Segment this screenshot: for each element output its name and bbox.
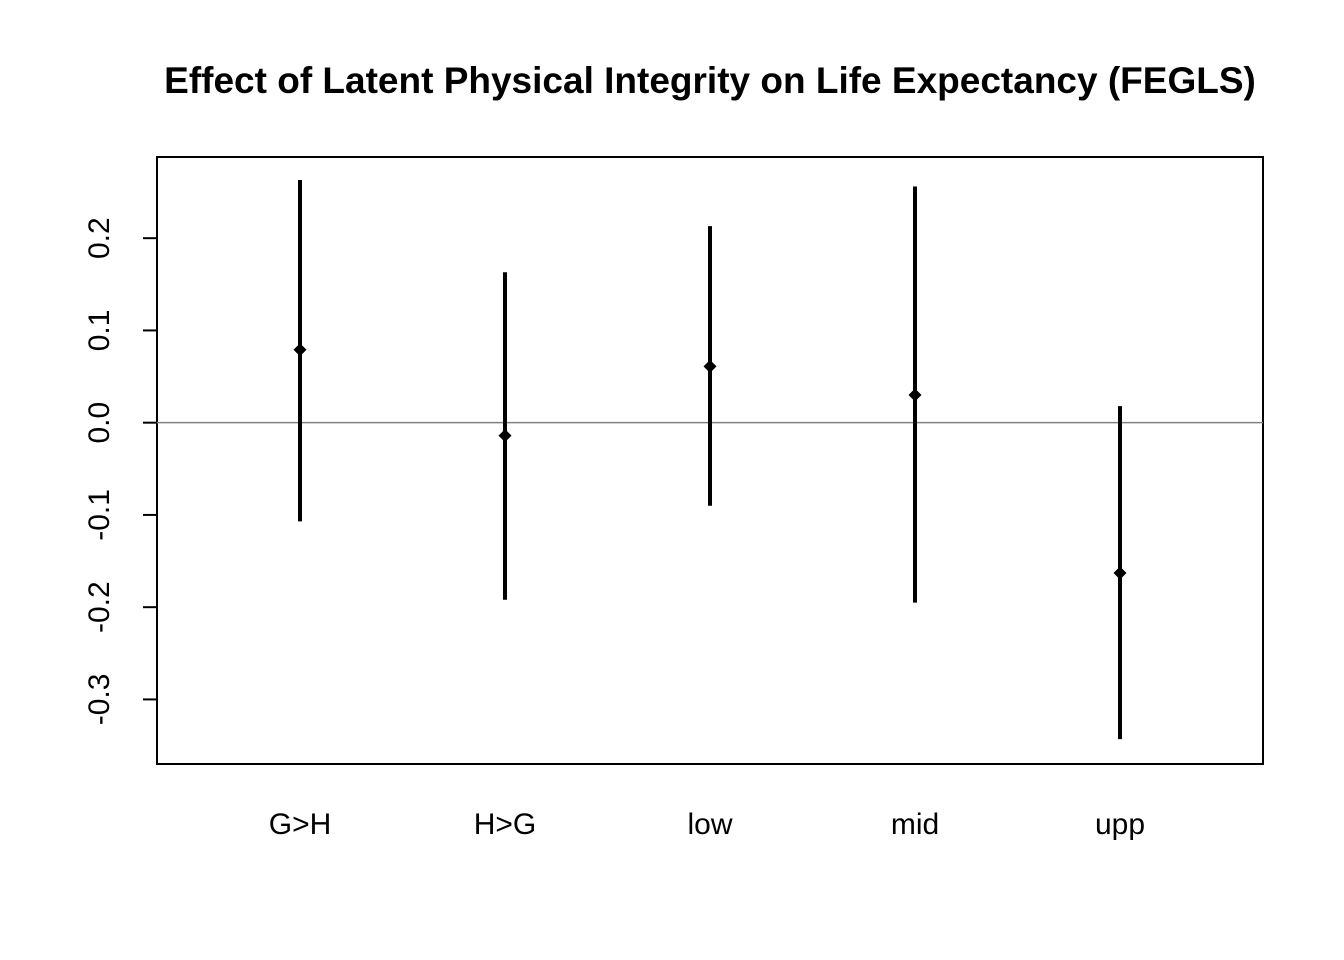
chart-title: Effect of Latent Physical Integrity on L… [164, 60, 1256, 101]
point-estimate [908, 388, 922, 402]
x-tick-label: low [687, 808, 732, 841]
error-bars [293, 180, 1127, 740]
y-axis: -0.3 -0.2 -0.1 0.0 0.1 0.2 [83, 217, 157, 725]
y-tick-label: 0.0 [83, 402, 116, 444]
point-estimate [498, 429, 512, 443]
y-tick-label: 0.2 [83, 217, 116, 259]
x-axis-labels: G>H H>G low mid upp [269, 808, 1145, 841]
y-tick-label: -0.2 [83, 581, 116, 633]
y-tick-label: -0.1 [83, 489, 116, 541]
x-tick-label: mid [891, 808, 939, 841]
point-estimate [293, 343, 307, 357]
x-tick-label: upp [1095, 808, 1145, 841]
point-estimate [703, 359, 717, 373]
point-estimate [1113, 566, 1127, 580]
plot-frame [156, 156, 1264, 765]
y-tick-label: -0.3 [83, 674, 116, 726]
y-tick-label: 0.1 [83, 310, 116, 352]
x-tick-label: H>G [474, 808, 537, 841]
x-tick-label: G>H [269, 808, 332, 841]
